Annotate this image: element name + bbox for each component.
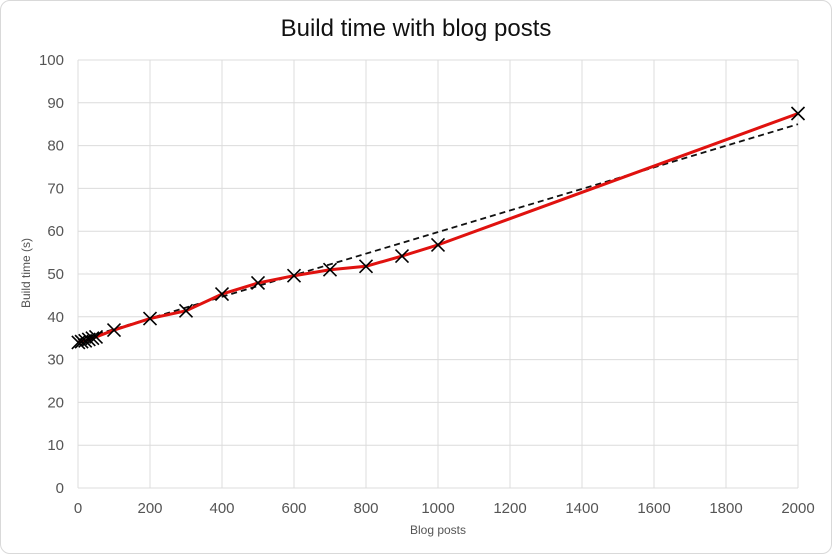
data-point-marker (394, 248, 410, 264)
data-point-marker (790, 106, 806, 121)
y-tick-label: 50 (47, 266, 64, 283)
x-tick-label: 1200 (493, 500, 526, 517)
y-tick-label: 80 (47, 138, 64, 155)
y-tick-label: 0 (56, 480, 64, 497)
x-tick-label: 2000 (781, 500, 814, 517)
x-tick-label: 200 (137, 500, 162, 517)
data-point-marker (430, 237, 446, 252)
x-tick-label: 400 (209, 500, 234, 517)
y-tick-label: 70 (47, 180, 64, 197)
series (71, 106, 806, 350)
x-tick-label: 600 (281, 500, 306, 517)
data-point-marker (142, 311, 158, 326)
data-point-marker (250, 275, 266, 291)
x-axis-label: Blog posts (410, 523, 466, 537)
data-point-marker (85, 331, 100, 346)
data-point-marker (214, 287, 230, 302)
x-tick-label: 800 (353, 500, 378, 517)
y-axis-label: Build time (s) (19, 238, 33, 308)
x-tick-label: 1800 (709, 500, 742, 517)
data-point-marker (178, 303, 194, 318)
x-tick-label: 0 (74, 500, 82, 517)
y-tick-label: 30 (47, 352, 64, 369)
y-tick-label: 10 (47, 437, 64, 454)
x-tick-label: 1400 (565, 500, 598, 517)
data-point-marker (358, 259, 374, 274)
x-tick-label: 1000 (421, 500, 454, 517)
grid (77, 59, 799, 489)
data-point-marker (322, 262, 338, 277)
chart-title: Build time with blog posts (281, 15, 552, 42)
y-tick-label: 100 (39, 52, 64, 69)
data-point-marker (88, 329, 104, 344)
y-tick-label: 40 (47, 309, 64, 326)
y-tick-label: 90 (47, 95, 64, 112)
data-point-marker (286, 268, 302, 283)
y-tick-label: 20 (47, 394, 64, 411)
x-tick-label: 1600 (637, 500, 670, 517)
y-tick-label: 60 (47, 223, 64, 240)
data-point-marker (106, 323, 122, 338)
